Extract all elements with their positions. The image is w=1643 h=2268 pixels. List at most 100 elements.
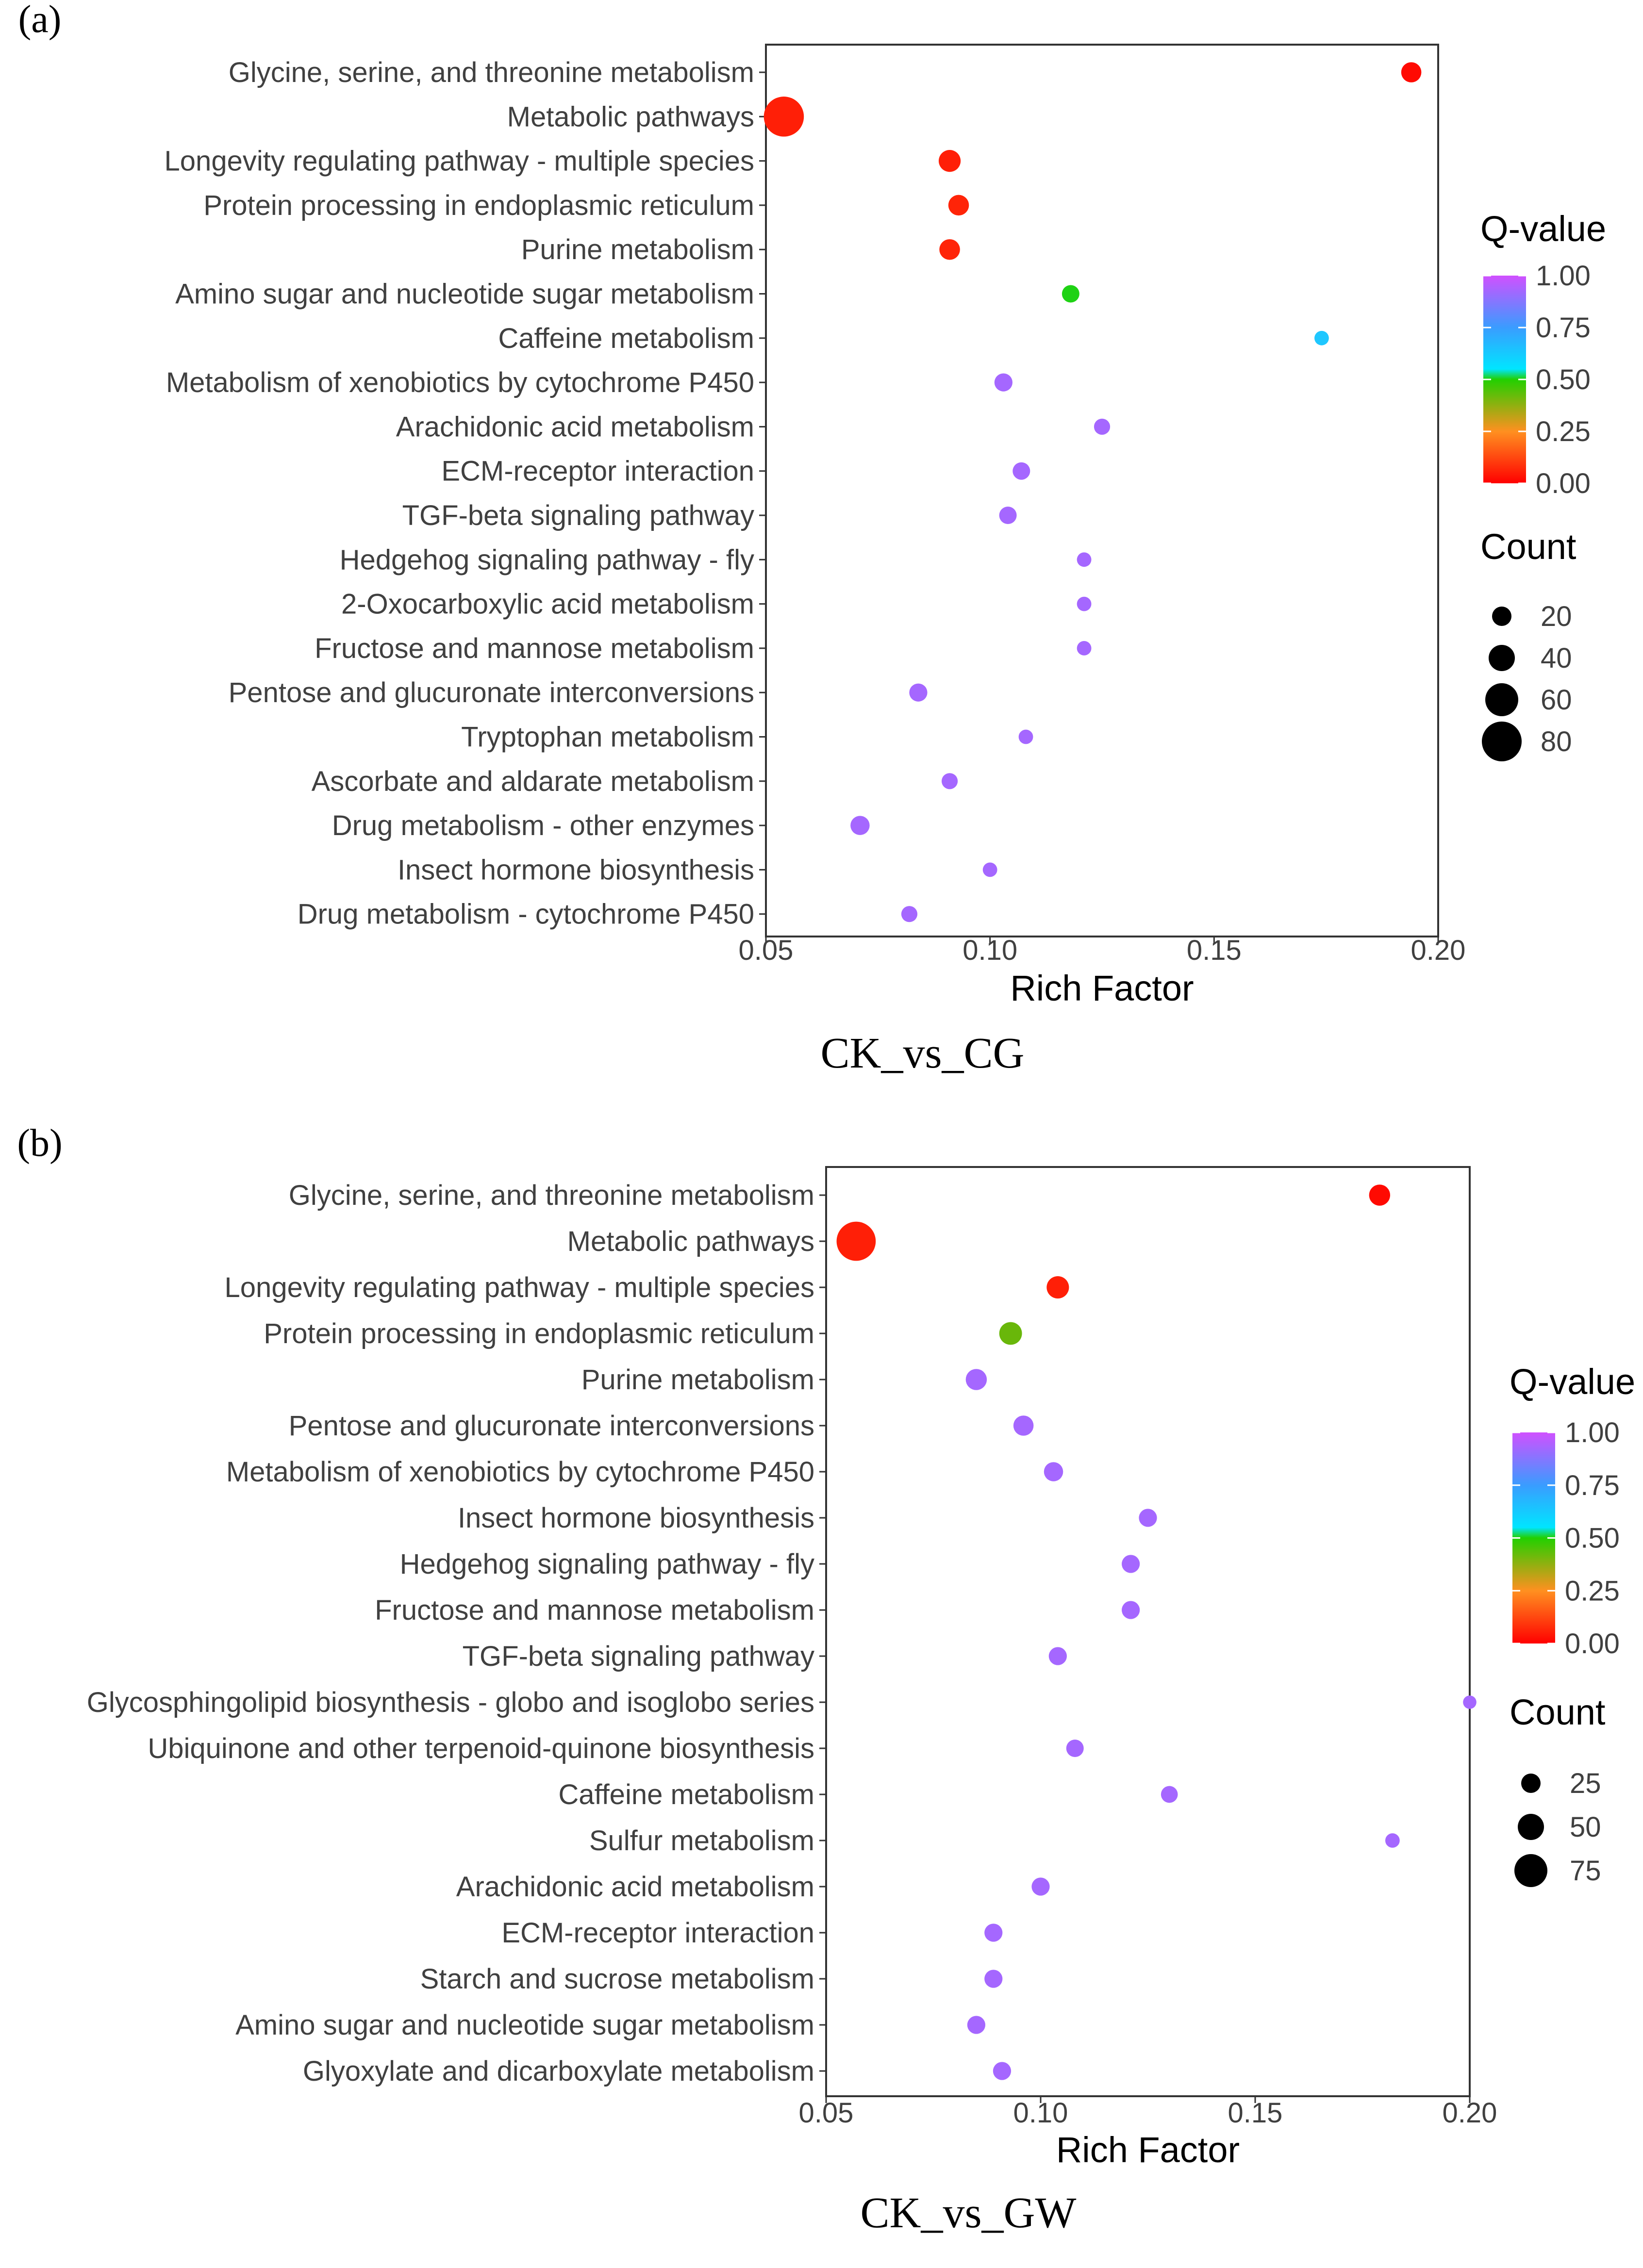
data-point: [901, 906, 918, 922]
plot-frame: [825, 1166, 1471, 2097]
plot-frame: [765, 44, 1439, 937]
panel-label: (a): [18, 0, 62, 41]
colorbar-tick-label: 0.50: [1536, 364, 1591, 395]
colorbar-tick-label: 0.00: [1536, 468, 1591, 499]
data-point: [1094, 418, 1111, 435]
colorbar-tick-label: 0.50: [1565, 1523, 1620, 1554]
y-tick-label: Protein processing in endoplasmic reticu…: [264, 1318, 814, 1349]
data-point: [1139, 1509, 1157, 1527]
y-tick-label: Ascorbate and aldarate metabolism: [312, 766, 754, 797]
data-point: [941, 773, 958, 789]
y-tick-label: Arachidonic acid metabolism: [456, 1871, 814, 1903]
data-point: [1369, 1184, 1391, 1206]
data-point: [1044, 1462, 1063, 1481]
x-axis-label: Rich Factor: [1010, 968, 1194, 1008]
data-point: [1046, 1276, 1069, 1299]
data-point: [948, 195, 969, 216]
y-tick-label: Drug metabolism - other enzymes: [332, 810, 754, 841]
colorbar-tick-label: 0.75: [1536, 312, 1591, 344]
y-tick-label: Insect hormone biosynthesis: [458, 1502, 814, 1534]
y-tick-label: Amino sugar and nucleotide sugar metabol…: [175, 279, 754, 310]
x-axis-label: Rich Factor: [1056, 2130, 1240, 2170]
data-point: [984, 1923, 1003, 1942]
y-tick-label: ECM-receptor interaction: [441, 456, 754, 487]
y-tick-label: Glycine, serine, and threonine metabolis…: [229, 57, 754, 88]
y-tick-label: Caffeine metabolism: [558, 1779, 814, 1810]
count-legend-label: 50: [1570, 1811, 1601, 1843]
data-point: [967, 2016, 986, 2034]
count-legend-label: 75: [1570, 1855, 1601, 1887]
count-legend-title: Count: [1510, 1692, 1606, 1732]
y-tick-label: Tryptophan metabolism: [461, 722, 754, 753]
y-tick-label: Arachidonic acid metabolism: [396, 411, 754, 443]
data-point: [993, 2062, 1012, 2080]
data-point: [1077, 641, 1092, 656]
data-point: [999, 1322, 1022, 1345]
panel-label: (b): [17, 1122, 62, 1165]
data-point: [1401, 62, 1422, 82]
count-legend-dot: [1485, 683, 1518, 716]
y-tick-label: Sulfur metabolism: [589, 1825, 814, 1857]
y-tick-label: ECM-receptor interaction: [501, 1917, 814, 1949]
y-tick-label: Fructose and mannose metabolism: [375, 1594, 814, 1626]
data-point: [1018, 729, 1033, 744]
colorbar-tick-label: 1.00: [1565, 1417, 1620, 1448]
count-legend-dot: [1518, 1814, 1544, 1840]
data-point: [1122, 1555, 1140, 1573]
panel-caption: CK_vs_GW: [861, 2189, 1077, 2237]
count-legend-dot: [1521, 1774, 1541, 1793]
count-legend-dot: [1482, 722, 1522, 761]
y-tick-label: Glycine, serine, and threonine metabolis…: [289, 1180, 814, 1211]
y-tick-label: Pentose and glucuronate interconversions: [289, 1410, 814, 1442]
panel-caption: CK_vs_CG: [820, 1029, 1024, 1077]
count-legend-label: 25: [1570, 1768, 1601, 1799]
y-tick-label: Purine metabolism: [521, 234, 754, 265]
data-point: [938, 150, 961, 172]
x-tick-label: 0.05: [739, 935, 794, 966]
y-tick-label: Fructose and mannose metabolism: [315, 633, 754, 664]
y-tick-label: Drug metabolism - cytochrome P450: [298, 899, 754, 930]
data-point: [1031, 1877, 1050, 1896]
count-legend-label: 40: [1541, 642, 1572, 674]
x-tick-label: 0.05: [799, 2097, 854, 2129]
y-tick-label: Amino sugar and nucleotide sugar metabol…: [235, 2009, 814, 2041]
data-point: [1013, 1415, 1034, 1436]
data-point: [1161, 1786, 1178, 1803]
data-point: [1314, 330, 1329, 345]
data-point: [1048, 1647, 1067, 1665]
colorbar-tick-label: 0.25: [1565, 1575, 1620, 1607]
count-legend-dot: [1514, 1854, 1547, 1887]
x-tick-label: 0.20: [1443, 2097, 1497, 2129]
y-tick-label: Metabolic pathways: [507, 101, 754, 132]
q-value-legend-title: Q-value: [1480, 209, 1606, 249]
colorbar-tick-label: 0.00: [1565, 1628, 1620, 1660]
y-tick-label: 2-Oxocarboxylic acid metabolism: [341, 589, 754, 620]
y-tick-label: Longevity regulating pathway - multiple …: [165, 146, 754, 177]
colorbar-tick-label: 0.25: [1536, 416, 1591, 447]
count-legend-label: 20: [1541, 601, 1572, 632]
y-tick-label: TGF-beta signaling pathway: [402, 500, 754, 531]
count-legend-label: 80: [1541, 726, 1572, 757]
y-tick-label: Metabolic pathways: [567, 1226, 814, 1257]
y-tick-label: Purine metabolism: [581, 1364, 814, 1396]
y-tick-label: Glycosphingolipid biosynthesis - globo a…: [87, 1687, 814, 1718]
y-tick-label: TGF-beta signaling pathway: [463, 1641, 814, 1672]
colorbar-tick-label: 0.75: [1565, 1470, 1620, 1501]
data-point: [836, 1221, 876, 1261]
panel-b-chart: (b) Glycine, serine, and threonine metabo…: [17, 1122, 1635, 2237]
x-tick-label: 0.15: [1187, 935, 1242, 966]
y-tick-label: Longevity regulating pathway - multiple …: [225, 1272, 814, 1303]
count-legend-dot: [1489, 645, 1515, 671]
y-tick-label: Caffeine metabolism: [498, 323, 754, 354]
count-legend-dot: [1492, 607, 1511, 626]
data-point: [939, 239, 960, 260]
y-tick-label: Glyoxylate and dicarboxylate metabolism: [303, 2055, 814, 2087]
x-tick-label: 0.15: [1228, 2097, 1283, 2129]
y-tick-label: Hedgehog signaling pathway - fly: [400, 1548, 814, 1580]
data-point: [909, 683, 928, 702]
y-tick-label: Pentose and glucuronate interconversions: [229, 677, 754, 708]
x-tick-label: 0.10: [1013, 2097, 1068, 2129]
data-point: [984, 1970, 1003, 1988]
y-tick-label: Metabolism of xenobiotics by cytochrome …: [226, 1456, 814, 1488]
